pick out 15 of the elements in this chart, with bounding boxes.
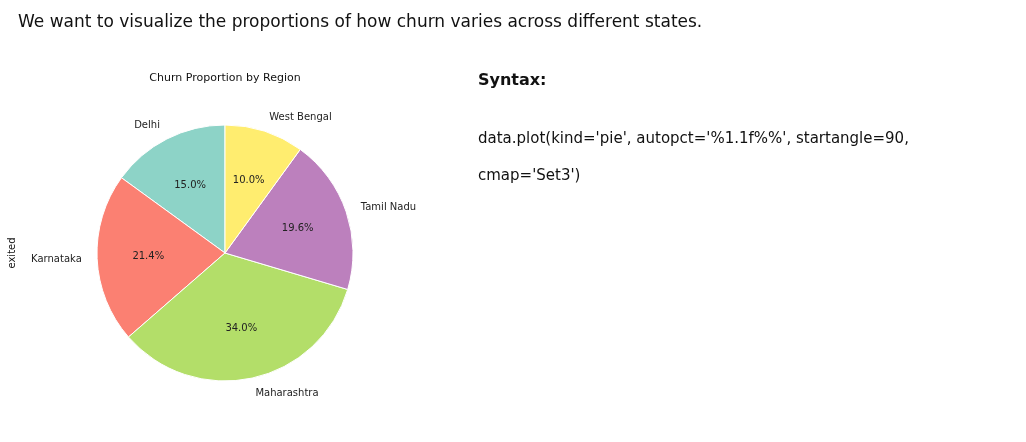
text: data.plot(kind='pie', autopct='%1.1f%%', startangle=90, cmap='Set3') xyxy=(478,129,909,184)
slice-label: Maharashtra xyxy=(255,387,319,399)
slice-label: West Bengal xyxy=(269,110,332,122)
data-label: 34.0% xyxy=(225,322,258,334)
text: We want to visualize the proportions of how churn varies across different states. xyxy=(18,11,703,31)
chart-title: Churn Proportion by Region xyxy=(149,71,301,84)
data-label: 10.0% xyxy=(232,173,265,185)
data-label: 21.4% xyxy=(132,250,165,262)
slice-label: Tamil Nadu xyxy=(359,200,417,212)
data-label: 15.0% xyxy=(174,178,207,190)
slice-label: Delhi xyxy=(134,119,160,131)
text: Syntax: xyxy=(478,70,547,89)
slice-label: Karnataka xyxy=(31,253,82,265)
text: exited xyxy=(6,237,17,269)
data-label: 19.6% xyxy=(281,222,314,234)
